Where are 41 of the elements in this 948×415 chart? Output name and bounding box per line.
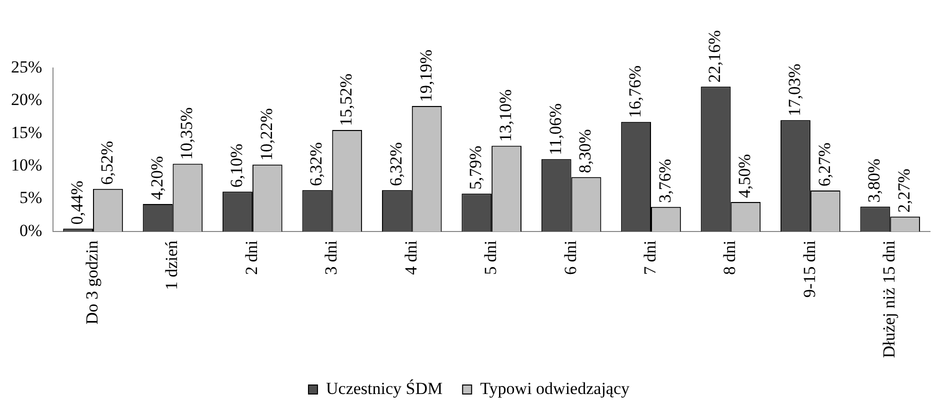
data-label: 6,32% [386, 142, 406, 186]
data-label: 2,27% [894, 168, 914, 213]
x-tick-label: 6 dni [560, 240, 580, 275]
data-label: 16,76% [626, 65, 645, 118]
data-label: 5,79% [466, 146, 486, 190]
data-label: 15,52% [336, 74, 356, 126]
data-label: 17,03% [784, 64, 804, 116]
x-tick-label: 8 dni [720, 240, 740, 275]
legend-label: Uczestnicy ŚDM [326, 378, 443, 398]
data-label: 4,20% [147, 156, 166, 200]
x-tick-label: Do 3 godzin [82, 240, 102, 324]
data-label: 3,76% [655, 158, 674, 203]
data-label: 6,32% [306, 142, 326, 186]
data-label: 19,19% [416, 50, 436, 102]
x-tick-label: 9-15 dni [800, 240, 819, 298]
data-label: 11,06% [546, 103, 565, 156]
data-label: 6,52% [97, 140, 116, 185]
legend-label: Typowi odwiedzający [480, 378, 630, 398]
data-label: 0,44% [68, 180, 87, 225]
data-label: 6,10% [226, 144, 246, 188]
x-tick-label: 4 dni [401, 240, 420, 275]
data-label: 10,35% [177, 107, 196, 160]
x-tick-label: 7 dni [640, 240, 660, 275]
x-tick-label: 1 dzień [162, 240, 182, 290]
y-tick-label: 20% [10, 90, 42, 110]
x-tick-label: 3 dni [322, 240, 341, 275]
y-tick-label: 25% [10, 57, 42, 76]
data-label: 4,50% [735, 154, 754, 198]
y-tick-label: 5% [19, 188, 42, 208]
x-tick-label: 2 dni [242, 240, 261, 275]
data-label: 6,27% [814, 142, 834, 186]
data-label: 13,10% [496, 89, 515, 142]
y-tick-label: 10% [10, 156, 42, 175]
x-tick-label: Dłużej niż 15 dni [880, 240, 899, 358]
y-tick-label: 0% [19, 220, 42, 240]
x-tick-label: 5 dni [481, 240, 500, 275]
data-label: 8,30% [576, 129, 595, 174]
y-tick-label: 15% [10, 122, 42, 142]
data-label: 3,80% [864, 158, 884, 203]
data-label: 22,16% [705, 30, 724, 83]
data-label: 10,22% [256, 108, 276, 161]
